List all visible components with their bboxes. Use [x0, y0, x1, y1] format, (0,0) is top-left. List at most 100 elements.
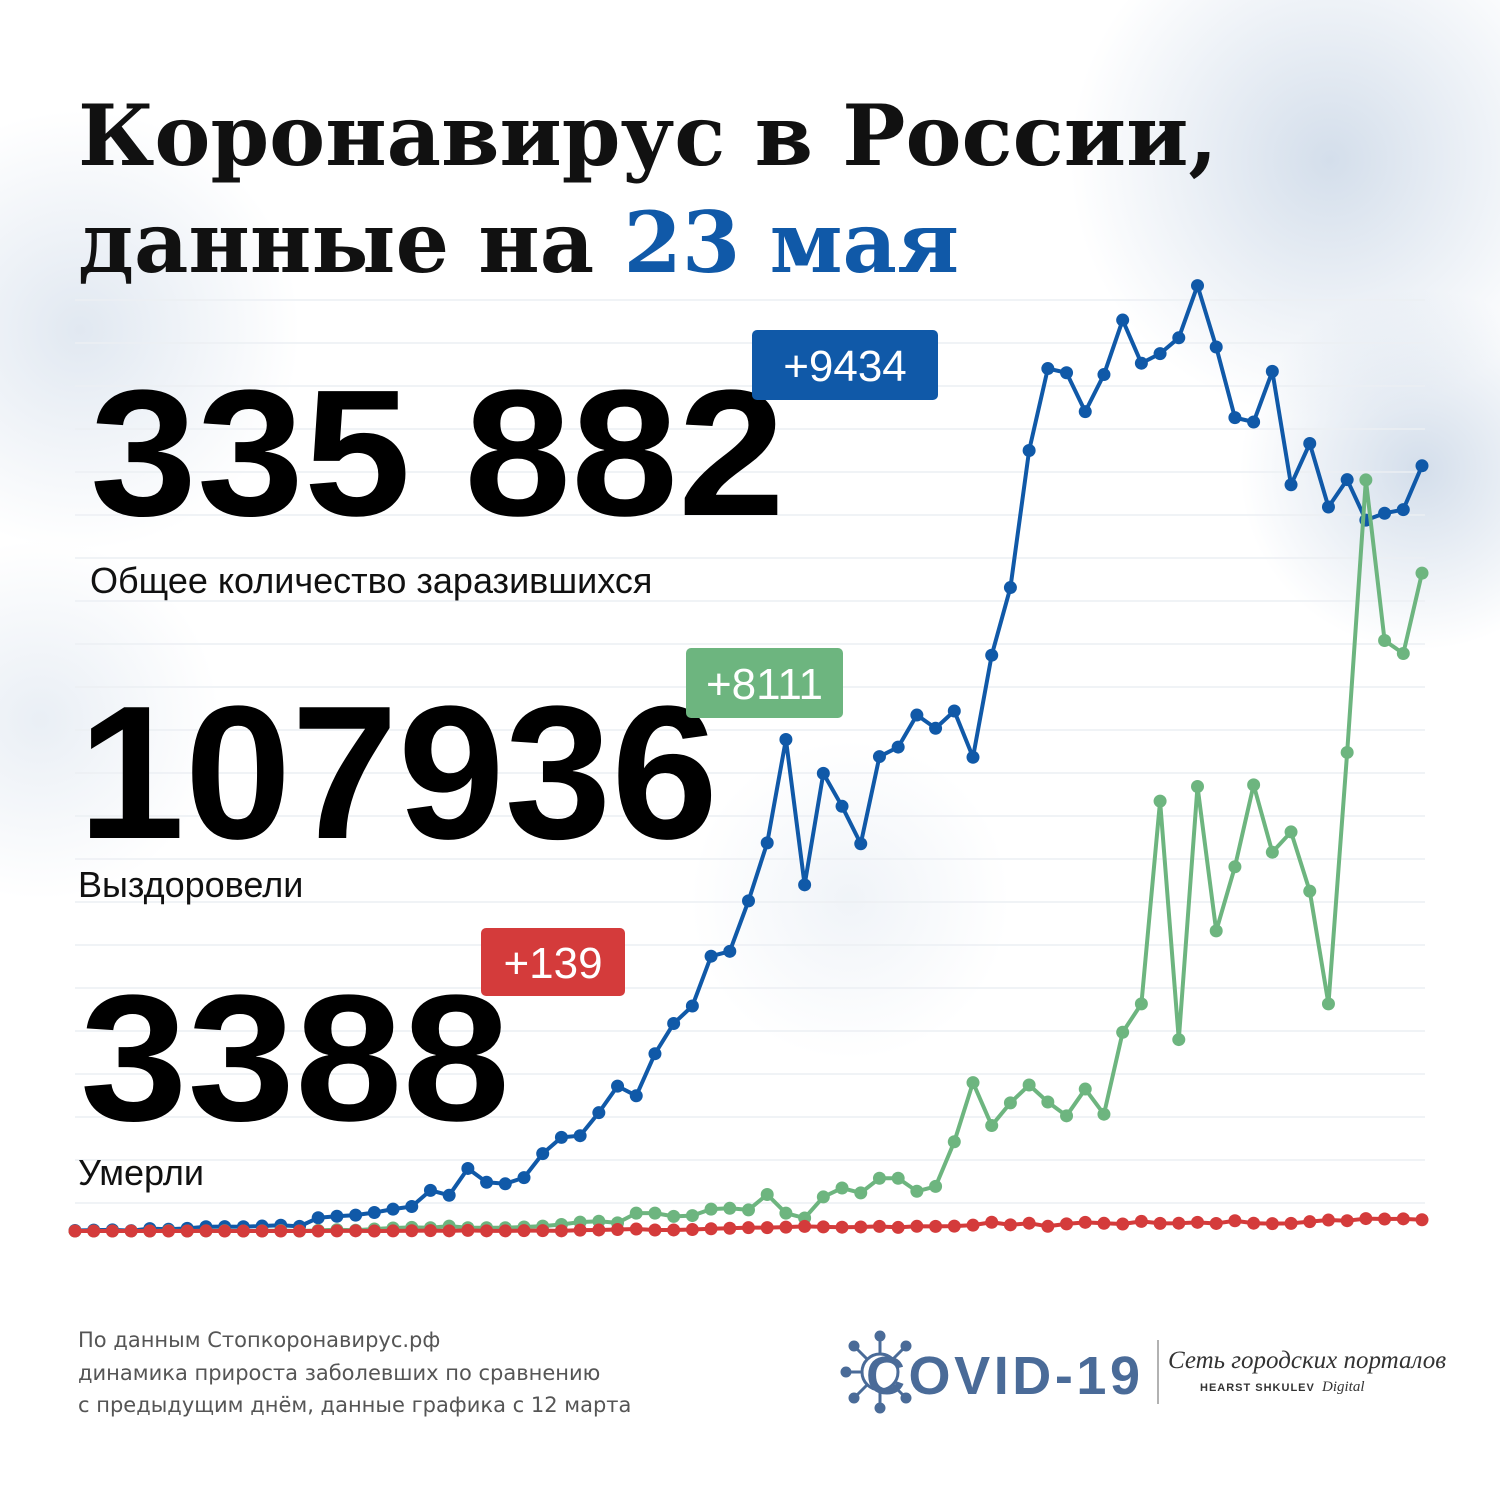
delta-value: +8111: [706, 660, 823, 709]
data-point: [1134, 997, 1148, 1011]
data-point: [236, 1224, 250, 1238]
data-point: [1041, 1219, 1055, 1233]
data-point: [854, 1220, 868, 1234]
data-point: [910, 708, 924, 722]
footer-line: По данным Стопкоронавирус.рф: [78, 1328, 440, 1352]
data-point: [1378, 634, 1392, 648]
data-point: [442, 1224, 456, 1238]
data-point: [1172, 1033, 1186, 1047]
footer-line: динамика прироста заболевших по сравнени…: [78, 1361, 600, 1385]
data-point: [929, 1219, 943, 1233]
data-point: [517, 1224, 531, 1238]
data-point: [1396, 503, 1410, 517]
data-point: [498, 1224, 512, 1238]
data-point: [742, 894, 755, 908]
data-point: [349, 1224, 363, 1238]
data-point: [985, 1215, 999, 1229]
data-point: [1060, 1109, 1074, 1123]
data-point: [835, 1220, 849, 1234]
data-point: [1321, 500, 1335, 514]
logo: COVID-19 Сеть городских порталов HEARST …: [840, 1330, 1446, 1414]
data-point: [311, 1211, 325, 1225]
data-point: [872, 1171, 886, 1185]
data-point: [891, 740, 905, 754]
delta-badge: [481, 928, 625, 996]
data-point: [1191, 1215, 1204, 1229]
data-point: [685, 1223, 699, 1237]
data-point: [461, 1161, 475, 1175]
title-line: данные на 23 мая: [78, 193, 959, 292]
data-point: [816, 766, 830, 780]
data-point: [1041, 362, 1055, 376]
data-point: [648, 1047, 662, 1061]
data-point: [1340, 473, 1354, 487]
data-point: [1321, 1213, 1335, 1227]
data-point: [1116, 313, 1130, 327]
title-date: 23 мая: [623, 193, 959, 292]
data-point: [405, 1200, 419, 1214]
data-point: [947, 1219, 961, 1233]
data-point: [667, 1223, 681, 1237]
data-point: [1022, 443, 1036, 457]
data-point: [779, 1220, 793, 1234]
data-point: [1003, 581, 1017, 595]
stat-label: Умерли: [78, 1152, 204, 1193]
data-point: [816, 1220, 830, 1234]
data-point: [779, 1206, 793, 1220]
data-point: [554, 1224, 568, 1238]
data-point: [1041, 1095, 1055, 1109]
data-point: [1303, 1215, 1317, 1229]
data-point: [985, 1119, 999, 1133]
data-point: [124, 1224, 138, 1238]
data-point: [798, 878, 812, 892]
data-point: [1116, 1025, 1130, 1039]
data-point: [1097, 1107, 1111, 1121]
data-point: [854, 1186, 868, 1200]
data-point: [1378, 1212, 1392, 1226]
data-point: [461, 1223, 475, 1237]
data-point: [947, 704, 961, 718]
data-point: [611, 1079, 625, 1093]
data-point: [929, 1179, 943, 1193]
texts: Коронавирус в России, данные на 23 мая 3…: [78, 86, 1218, 1193]
stat-value: 335 882: [90, 353, 785, 554]
data-point: [386, 1224, 400, 1238]
stat-label: Общее количество заразившихся: [90, 560, 652, 601]
data-point: [1097, 1216, 1111, 1230]
data-point: [910, 1219, 924, 1233]
data-point: [966, 1076, 980, 1090]
logo-brand-suffix: Digital: [1321, 1379, 1365, 1395]
data-point: [966, 750, 980, 764]
data-point: [779, 732, 793, 746]
data-point: [835, 799, 849, 813]
data-point: [966, 1218, 980, 1232]
data-point: [854, 837, 868, 851]
data-point: [891, 1171, 905, 1185]
data-point: [311, 1224, 325, 1238]
data-point: [1003, 1218, 1017, 1232]
data-point: [592, 1106, 606, 1120]
plot: [68, 279, 1429, 1238]
data-point: [1060, 366, 1074, 380]
delta-badge: [686, 648, 843, 718]
data-point: [760, 836, 774, 850]
data-point: [1265, 845, 1279, 859]
data-point: [891, 1220, 905, 1234]
data-point: [648, 1223, 662, 1237]
data-point: [723, 944, 737, 958]
data-point: [1340, 1214, 1354, 1228]
data-point: [1191, 279, 1204, 293]
data-point: [592, 1223, 606, 1237]
delta-badge: [752, 330, 938, 400]
data-point: [1396, 1212, 1410, 1226]
data-point: [723, 1221, 737, 1235]
data-point: [1116, 1217, 1130, 1231]
data-point: [723, 1201, 737, 1215]
data-point: [423, 1224, 437, 1238]
data-point: [1097, 368, 1111, 382]
data-point: [1228, 411, 1242, 425]
data-point: [1284, 478, 1298, 492]
data-point: [685, 1209, 699, 1223]
data-point: [573, 1223, 587, 1237]
data-point: [367, 1206, 381, 1220]
